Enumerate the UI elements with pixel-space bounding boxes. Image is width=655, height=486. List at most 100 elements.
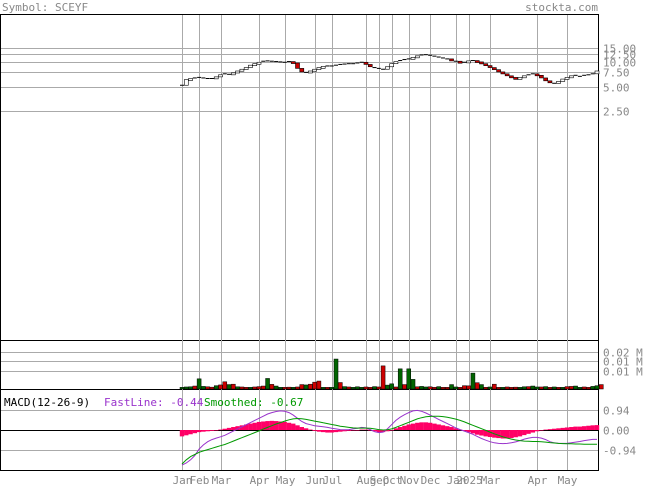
volume-bar xyxy=(415,386,420,390)
price-candle xyxy=(487,65,493,68)
macd-histogram-bar xyxy=(397,427,403,430)
volume-bar xyxy=(316,380,322,390)
price-candle xyxy=(479,61,484,65)
volume-bar xyxy=(556,387,561,390)
price-candle xyxy=(213,76,219,80)
volume-bar xyxy=(192,385,198,390)
macd-histogram-bar xyxy=(449,427,454,430)
volume-bar xyxy=(543,386,548,390)
macd-histogram-bar xyxy=(346,430,352,431)
volume-bar xyxy=(479,384,484,390)
volume-bar xyxy=(573,385,578,390)
volume-series xyxy=(179,358,604,390)
price-candle xyxy=(415,55,420,59)
macd-histogram-bar xyxy=(201,430,206,432)
volume-bar xyxy=(269,384,275,390)
price-candle xyxy=(367,64,373,68)
volume-bar xyxy=(265,378,270,390)
macd-histogram-bar xyxy=(355,430,360,431)
volume-bar xyxy=(564,386,570,390)
price-candle xyxy=(312,68,317,72)
volume-bar xyxy=(295,386,300,390)
macd-histogram-bar xyxy=(543,429,548,431)
macd-histogram-bar xyxy=(282,421,287,430)
price-candle xyxy=(218,74,223,78)
macd-histogram-bar xyxy=(475,430,480,435)
price-candle xyxy=(256,61,262,65)
price-candle xyxy=(521,75,527,79)
volume-bar xyxy=(363,386,369,390)
macd-histogram-bar xyxy=(278,421,283,430)
volume-bar xyxy=(513,386,518,390)
macd-histogram-bar xyxy=(372,430,377,432)
x-tick-label: May xyxy=(558,474,578,486)
volume-bar xyxy=(504,386,510,390)
macd-histogram-bar xyxy=(308,429,313,431)
volume-bar xyxy=(470,372,476,390)
macd-histogram-bar xyxy=(338,430,343,432)
macd-histogram-bar xyxy=(517,430,523,437)
macd-histogram-bar xyxy=(325,430,330,433)
macd-histogram-bar xyxy=(539,430,544,431)
price-candle xyxy=(290,61,296,64)
volume-bar xyxy=(590,386,595,390)
volume-bar xyxy=(179,387,185,390)
macd-histogram-bar xyxy=(184,430,189,436)
volume-bar xyxy=(196,378,202,390)
volume-bar xyxy=(325,387,330,390)
macd-histogram-bar xyxy=(479,430,484,436)
price-candle xyxy=(410,57,416,60)
price-candle xyxy=(457,60,463,64)
volume-bar xyxy=(457,387,463,390)
macd-histogram-bar xyxy=(552,428,557,430)
volume-bar xyxy=(423,386,429,390)
volume-bar xyxy=(235,386,240,390)
price-candle xyxy=(556,81,561,84)
macd-histogram-bar xyxy=(222,428,227,430)
volume-bar xyxy=(517,387,523,390)
macd-histogram-bar xyxy=(329,430,334,433)
volume-bar xyxy=(581,386,587,390)
macd-histogram-bar xyxy=(295,425,300,430)
price-series xyxy=(180,54,600,86)
price-tick-label: 7.50 xyxy=(603,67,630,80)
macd-histogram-bar xyxy=(252,422,257,430)
macd-histogram-bar xyxy=(513,430,518,438)
price-candle xyxy=(483,63,489,66)
site-label: stockta.com xyxy=(525,1,598,14)
macd-histogram-bar xyxy=(320,430,326,433)
price-candle xyxy=(492,67,497,70)
volume-bar xyxy=(201,386,206,390)
x-tick-label: Oct xyxy=(383,474,403,486)
volume-bar xyxy=(427,386,433,390)
price-candle xyxy=(496,69,501,73)
price-tick-label: 5.00 xyxy=(603,82,630,95)
volume-bar xyxy=(410,379,416,390)
macd-histogram-bar xyxy=(526,430,531,434)
macd-histogram-bar xyxy=(333,430,339,433)
macd-histogram-bar xyxy=(248,423,253,430)
macd-histogram-bar xyxy=(564,427,570,430)
smoothed-legend: Smoothed: -0.67 xyxy=(204,396,303,409)
volume-bar xyxy=(594,385,600,390)
volume-bar xyxy=(248,387,253,390)
macd-histogram-bar xyxy=(214,430,219,431)
macd-histogram-bar xyxy=(470,430,476,434)
macd-smoothed-line xyxy=(181,415,597,465)
volume-bar xyxy=(209,386,215,390)
macd-histogram-bar xyxy=(261,421,266,430)
price-candle xyxy=(534,73,540,77)
macd-histogram-bar xyxy=(363,429,369,431)
volume-panel-frame xyxy=(0,340,599,390)
volume-bar xyxy=(286,386,292,390)
macd-histogram-bar xyxy=(286,422,292,430)
volume-bar xyxy=(569,386,574,390)
macd-histogram-bar xyxy=(432,423,437,430)
volume-bar xyxy=(453,386,459,390)
price-candle xyxy=(248,64,253,68)
x-tick-label: 2025 xyxy=(456,474,483,486)
macd-tick-label: 0.94 xyxy=(603,405,630,418)
volume-tick-label: 0.01 M xyxy=(603,366,643,379)
volume-bar xyxy=(226,384,232,390)
